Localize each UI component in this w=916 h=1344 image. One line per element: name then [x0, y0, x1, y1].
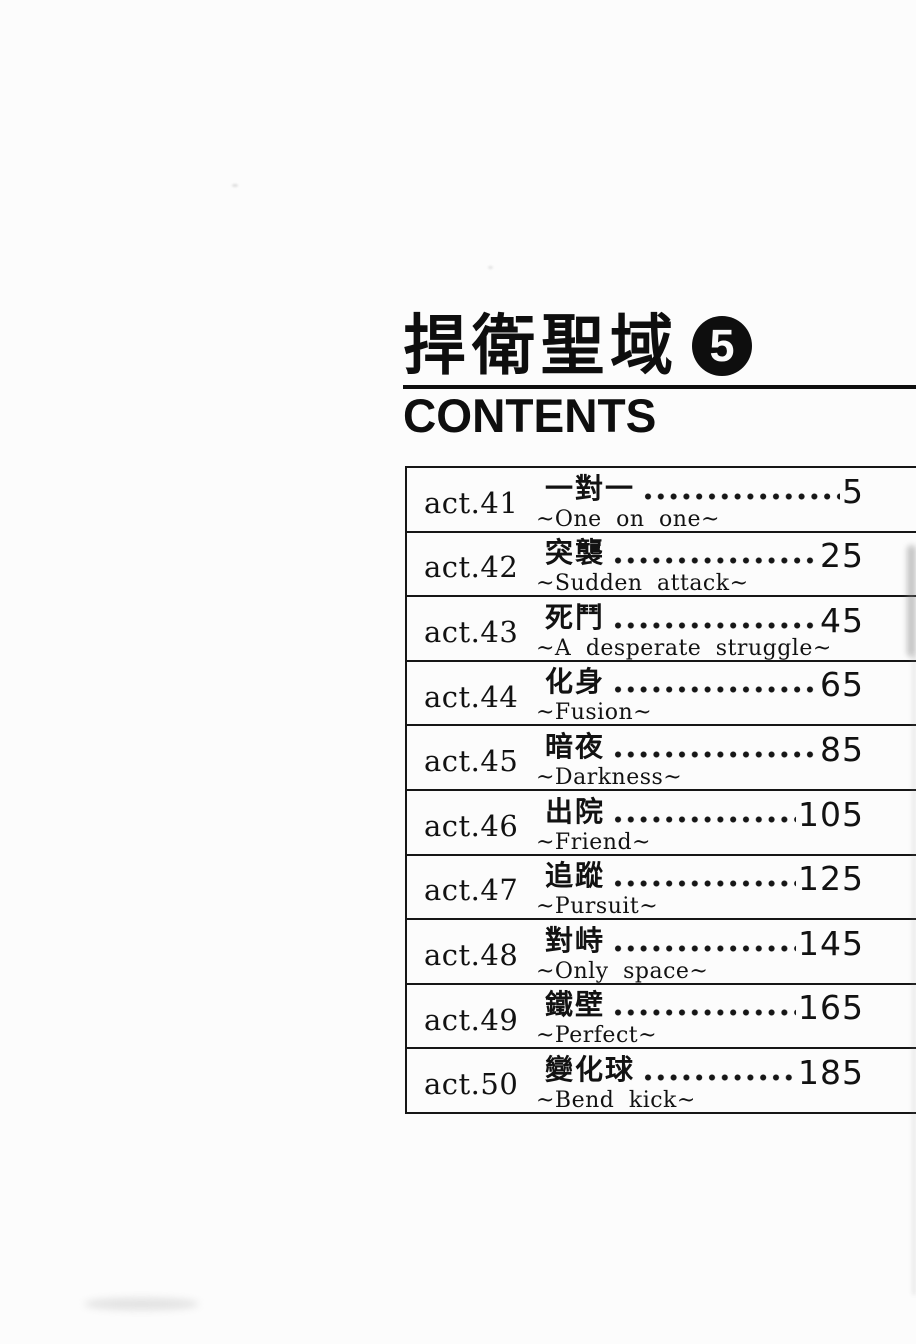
- toc-subtitle: ~A desperate struggle~: [536, 635, 832, 661]
- toc-subtitle: ~Only space~: [536, 958, 709, 984]
- toc-entry: 追蹤 125 ~Pursuit~: [534, 856, 916, 919]
- dot-leader-line: [612, 944, 796, 952]
- toc-title-line: 鐵壁 165: [536, 988, 864, 1028]
- toc-chapter-title: 追蹤: [545, 859, 606, 893]
- toc-subtitle: ~Friend~: [536, 829, 651, 855]
- dot-leader-line: [642, 492, 840, 500]
- toc-chapter-title: 死鬥: [545, 600, 606, 634]
- toc-row: act.42 突襲 25 ~Sudden attack~: [407, 533, 916, 598]
- toc-title-line: 出院 105: [536, 794, 864, 834]
- toc-row: act.48 對峙 145 ~Only space~: [407, 920, 916, 985]
- toc-entry: 對峙 145 ~Only space~: [534, 920, 916, 983]
- toc-page-number: 5: [842, 471, 864, 511]
- toc-page-number: 65: [820, 665, 864, 705]
- dot-leader-line: [612, 880, 796, 888]
- title-underline: [403, 385, 916, 389]
- toc-act-label: act.47: [424, 873, 519, 908]
- toc-page-number: 145: [798, 923, 864, 963]
- toc-page-number: 185: [798, 1052, 864, 1092]
- toc-chapter-title: 鐵壁: [545, 988, 606, 1022]
- toc-title-line: 化身 65: [536, 665, 864, 705]
- toc-subtitle: ~Bend kick~: [536, 1087, 696, 1113]
- toc-row: act.49 鐵壁 165 ~Perfect~: [407, 985, 916, 1050]
- toc-chapter-title: 暗夜: [545, 729, 606, 763]
- toc-act-label: act.46: [424, 808, 519, 843]
- toc-act-label: act.42: [424, 550, 519, 585]
- toc-page-number: 105: [798, 794, 864, 834]
- volume-number-badge: 5: [692, 316, 752, 376]
- scan-speck: [488, 266, 493, 269]
- toc-subtitle: ~Darkness~: [536, 764, 683, 790]
- dot-leader-line: [612, 557, 818, 565]
- toc-row: act.41 一對一 5 ~One on one~: [407, 468, 916, 533]
- toc-subtitle: ~Fusion~: [536, 700, 653, 726]
- toc-title-line: 追蹤 125: [536, 859, 864, 899]
- toc-row: act.50 變化球 185 ~Bend kick~: [407, 1049, 916, 1112]
- toc-act-label: act.41: [424, 485, 519, 520]
- contents-heading: CONTENTS: [403, 389, 657, 442]
- toc-page-number: 125: [798, 859, 864, 899]
- toc-chapter-title: 對峙: [545, 923, 606, 957]
- dot-leader-line: [612, 815, 796, 823]
- volume-number: 5: [709, 319, 735, 371]
- toc-subtitle: ~Sudden attack~: [536, 571, 749, 597]
- toc-row: act.45 暗夜 85 ~Darkness~: [407, 726, 916, 791]
- scan-bottom-smudge: [84, 1298, 199, 1310]
- page-header: 捍衛聖域 5 CONTENTS: [403, 310, 916, 439]
- toc-page-number: 85: [820, 729, 864, 769]
- toc-chapter-title: 變化球: [545, 1052, 636, 1086]
- toc-subtitle: ~Pursuit~: [536, 894, 659, 920]
- toc-page-number: 45: [820, 600, 864, 640]
- toc-act-label: act.43: [424, 614, 519, 649]
- series-title-row: 捍衛聖域 5: [403, 310, 916, 382]
- toc-entry: 一對一 5 ~One on one~: [534, 468, 916, 531]
- toc-row: act.43 死鬥 45 ~A desperate struggle~: [407, 597, 916, 662]
- toc-title-line: 一對一 5: [536, 471, 864, 511]
- toc-chapter-title: 一對一: [545, 471, 636, 505]
- toc-entry: 死鬥 45 ~A desperate struggle~: [534, 597, 916, 660]
- toc-entry: 出院 105 ~Friend~: [534, 791, 916, 854]
- toc-title-line: 變化球 185: [536, 1052, 864, 1092]
- toc-subtitle: ~Perfect~: [536, 1023, 658, 1049]
- toc-row: act.47 追蹤 125 ~Pursuit~: [407, 856, 916, 921]
- toc-act-label: act.44: [424, 679, 519, 714]
- toc-table: act.41 一對一 5 ~One on one~ act.42 突襲 25 ~…: [405, 466, 916, 1114]
- toc-title-line: 死鬥 45: [536, 600, 864, 640]
- toc-page-number: 165: [798, 988, 864, 1028]
- toc-chapter-title: 化身: [545, 665, 606, 699]
- toc-entry: 暗夜 85 ~Darkness~: [534, 726, 916, 789]
- dot-leader-line: [612, 750, 818, 758]
- toc-act-label: act.48: [424, 937, 519, 972]
- toc-row: act.44 化身 65 ~Fusion~: [407, 662, 916, 727]
- toc-title-line: 突襲 25: [536, 536, 864, 576]
- scan-speck: [232, 184, 238, 187]
- toc-page-number: 25: [820, 536, 864, 576]
- toc-act-label: act.50: [424, 1067, 519, 1102]
- series-title: 捍衛聖域: [403, 309, 679, 382]
- dot-leader-line: [642, 1073, 796, 1081]
- toc-entry: 化身 65 ~Fusion~: [534, 662, 916, 725]
- toc-entry: 變化球 185 ~Bend kick~: [534, 1049, 916, 1112]
- toc-entry: 突襲 25 ~Sudden attack~: [534, 533, 916, 596]
- toc-act-label: act.45: [424, 744, 519, 779]
- toc-row: act.46 出院 105 ~Friend~: [407, 791, 916, 856]
- toc-subtitle: ~One on one~: [536, 506, 720, 532]
- toc-title-line: 對峙 145: [536, 923, 864, 963]
- toc-act-label: act.49: [424, 1002, 519, 1037]
- toc-chapter-title: 突襲: [545, 536, 606, 570]
- dot-leader-line: [612, 686, 818, 694]
- toc-entry: 鐵壁 165 ~Perfect~: [534, 985, 916, 1048]
- toc-chapter-title: 出院: [545, 794, 606, 828]
- dot-leader-line: [612, 1009, 796, 1017]
- dot-leader-line: [612, 621, 818, 629]
- toc-title-line: 暗夜 85: [536, 729, 864, 769]
